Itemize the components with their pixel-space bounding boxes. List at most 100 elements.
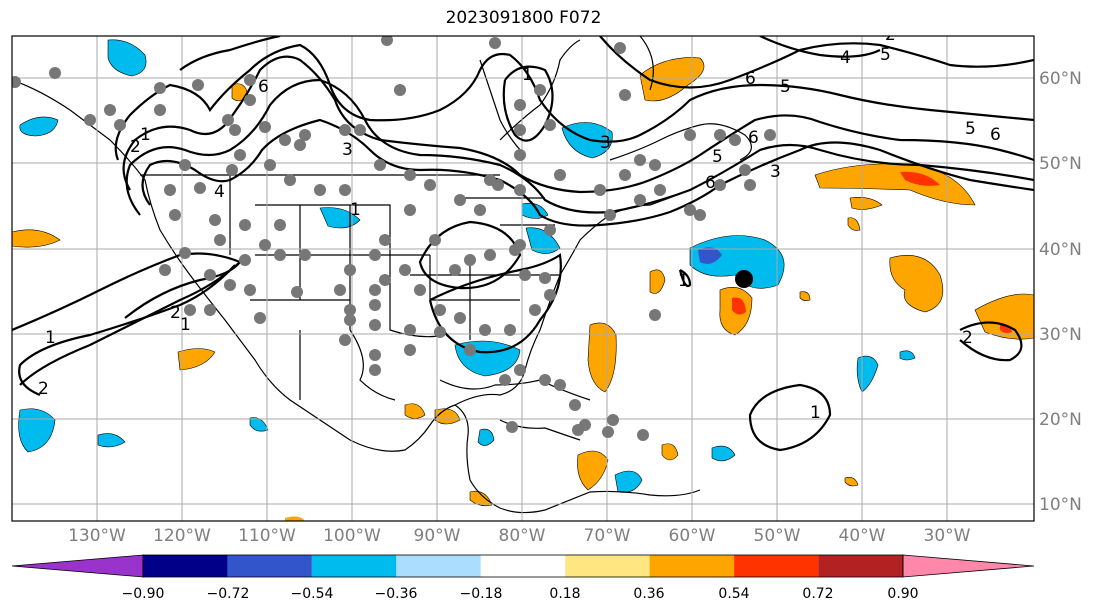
station-dot (381, 36, 393, 46)
station-dot (554, 169, 566, 181)
station-dot (209, 214, 221, 226)
colorbar-max-extend (902, 554, 1035, 578)
station-dot (434, 326, 446, 338)
station-dot (424, 179, 436, 191)
station-dot (314, 184, 326, 196)
lat-label: 50°N (1039, 154, 1082, 174)
contour-label: 1 (140, 125, 151, 145)
colorbar-tick-label: 0.36 (633, 586, 664, 602)
station-dot (179, 247, 191, 259)
station-dot (279, 134, 291, 146)
latitude-labels: 60°N 50°N 40°N 30°N 20°N 10°N (1039, 69, 1082, 515)
colorbar (11, 554, 1035, 578)
station-dot (334, 284, 346, 296)
station-dot (404, 324, 416, 336)
station-dot (404, 169, 416, 181)
station-dot (492, 179, 504, 191)
colorbar-tick-label: −0.36 (375, 586, 418, 602)
coastlines (12, 36, 752, 514)
lat-label: 40°N (1039, 240, 1082, 260)
station-dot (229, 124, 241, 136)
station-dot (604, 209, 616, 221)
station-dot (154, 82, 166, 94)
station-dot (694, 209, 706, 221)
contour-label: 5 (712, 147, 723, 167)
contour-label: 3 (600, 133, 611, 153)
contour-label: 2 (38, 379, 49, 399)
contour-label: 2 (962, 328, 973, 348)
station-dot (184, 304, 196, 316)
station-dot (729, 134, 741, 146)
station-dot (379, 234, 391, 246)
station-dot (12, 76, 21, 88)
contour-label: 5 (880, 45, 891, 65)
colorbar-tick-label: 0.90 (887, 586, 918, 602)
station-dot (114, 119, 126, 131)
contour-label: 6 (745, 69, 756, 89)
station-dot (222, 114, 234, 126)
lon-label: 100°W (323, 526, 381, 546)
station-dot (244, 94, 256, 106)
contour-label: 1 (180, 315, 191, 335)
station-dot (654, 184, 666, 196)
contour-label: 3 (770, 162, 781, 182)
colorbar-tick-label: 0.54 (718, 586, 749, 602)
station-dot (504, 324, 516, 336)
lon-label: 50°W (754, 526, 801, 546)
station-dot (344, 314, 356, 326)
station-dot (544, 224, 556, 236)
station-dot (264, 159, 276, 171)
station-dot (544, 289, 556, 301)
station-dot (369, 319, 381, 331)
station-dot (539, 374, 551, 386)
contour-label: 1 (522, 65, 533, 85)
station-dot (379, 274, 391, 286)
colorbar-tick-label: 0.18 (549, 586, 580, 602)
station-dot (619, 89, 631, 101)
contour-label: 3 (342, 140, 353, 160)
station-dot (244, 74, 256, 86)
station-dot (284, 174, 296, 186)
contour-label: 4 (214, 182, 225, 202)
station-dot (464, 254, 476, 266)
station-dot (514, 364, 526, 376)
station-dot (506, 421, 518, 433)
station-dot (649, 159, 661, 171)
station-dot (649, 309, 661, 321)
station-dot (204, 269, 216, 281)
station-dot (569, 399, 581, 411)
lat-label: 30°N (1039, 325, 1082, 345)
station-dot (454, 312, 466, 324)
station-dot (224, 279, 236, 291)
station-dot (159, 264, 171, 276)
lon-label: 130°W (68, 526, 126, 546)
station-dot (344, 264, 356, 276)
station-dot (514, 124, 526, 136)
station-dot (464, 344, 476, 356)
colorbar-segment (480, 555, 566, 577)
lon-label: 70°W (584, 526, 631, 546)
station-dot (374, 159, 386, 171)
station-dot (394, 84, 406, 96)
colorbar-tick-label: −0.90 (122, 586, 165, 602)
map-border (11, 35, 1035, 522)
station-dot (454, 194, 466, 206)
colorbar-outline (142, 554, 904, 578)
station-dot (479, 324, 491, 336)
colorbar-tick-label: −0.54 (291, 586, 334, 602)
longitude-labels: 130°W 120°W 110°W 100°W 90°W 80°W 70°W 6… (68, 526, 971, 546)
station-dot (239, 254, 251, 266)
map-title: 2023091800 F072 (445, 8, 602, 28)
station-dot (572, 424, 584, 436)
station-dot (399, 264, 411, 276)
station-dot (192, 79, 204, 91)
station-dot (534, 84, 546, 96)
station-dot (404, 204, 416, 216)
station-dot (254, 312, 266, 324)
colorbar-tick-label: −0.18 (460, 586, 503, 602)
contour-labels: 1 2 3 4 5 6 1 2 1 2 5 6 6 5 3 4 6 1 3 6 … (38, 36, 1001, 423)
station-dot (714, 179, 726, 191)
station-dot (204, 304, 216, 316)
station-dot (529, 304, 541, 316)
lon-label: 110°W (238, 526, 296, 546)
